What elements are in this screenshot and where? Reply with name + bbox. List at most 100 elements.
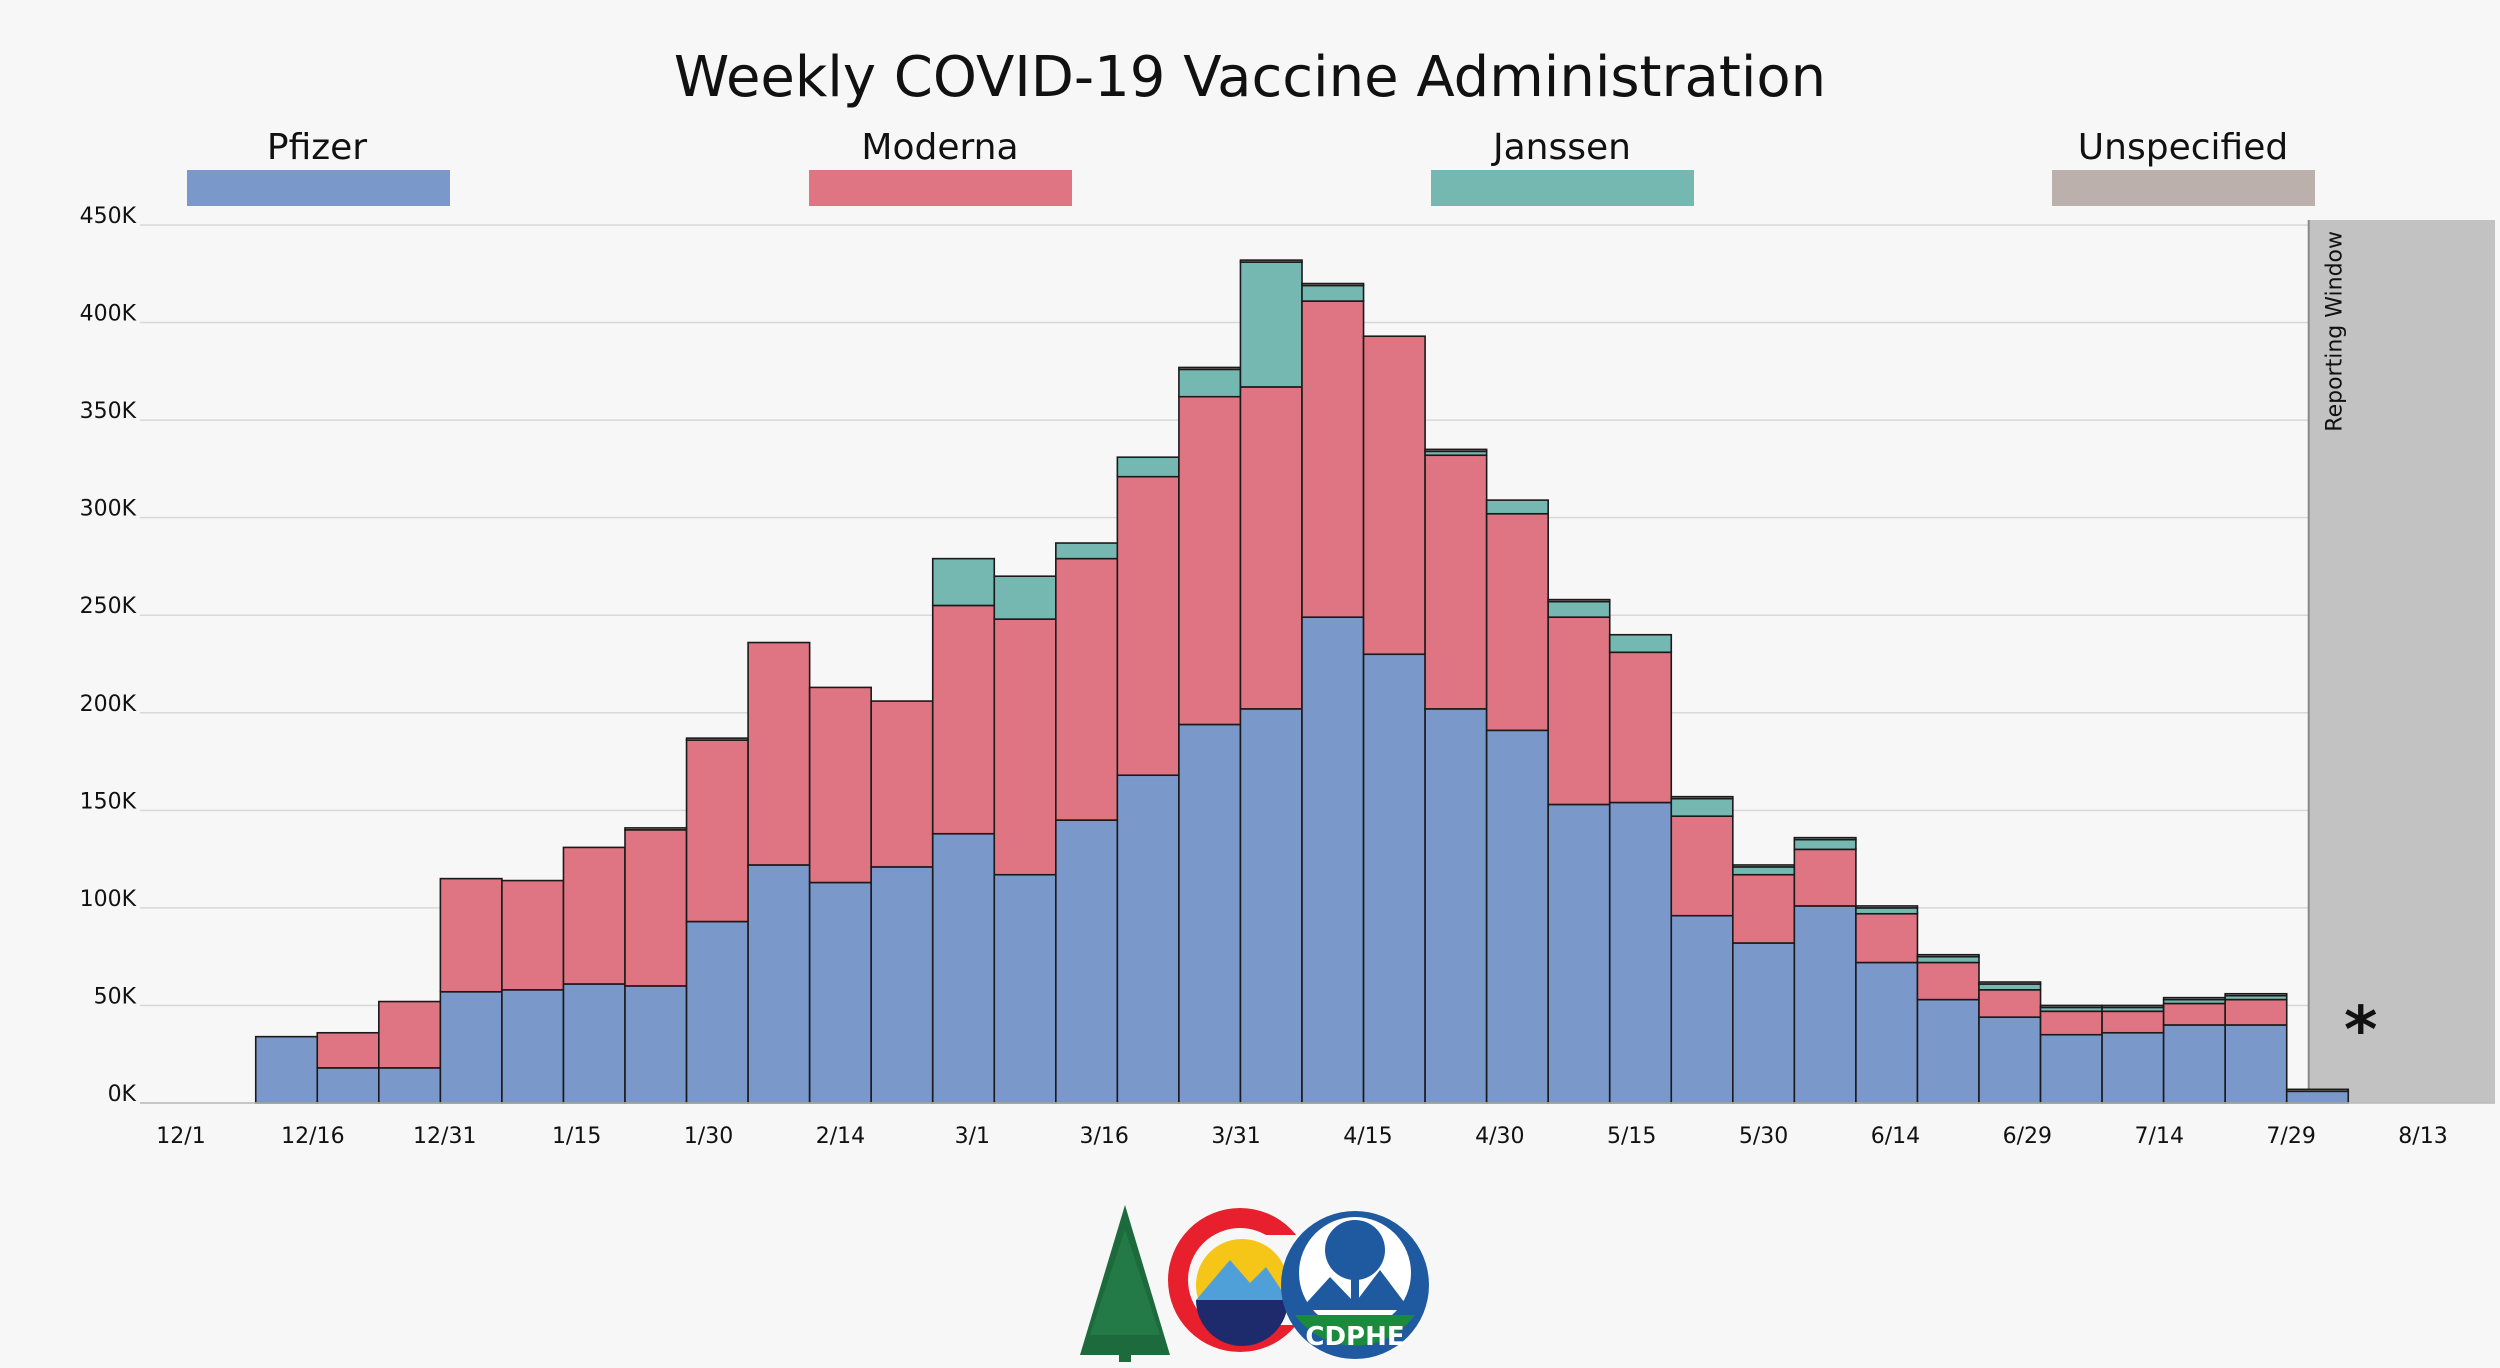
bar-segment-janssen	[1547, 600, 1611, 618]
bar-segment-moderna	[624, 829, 688, 987]
bar-segment-pfizer	[993, 873, 1057, 1104]
bar-segment-unspecified	[1239, 259, 1303, 263]
bar-segment-janssen	[1732, 866, 1796, 876]
x-tick-label: 3/31	[1211, 1124, 1260, 1149]
bar-segment-pfizer	[1424, 708, 1488, 1104]
x-tick-label: 12/16	[281, 1124, 344, 1149]
bar-segment-moderna	[562, 846, 626, 985]
bar-segment-moderna	[1547, 616, 1611, 806]
bar-segment-moderna	[870, 700, 934, 868]
bar-segment-pfizer	[1116, 774, 1180, 1104]
legend-swatch-moderna	[809, 170, 1072, 206]
bar-segment-moderna	[1732, 873, 1796, 944]
bar-segment-moderna	[1485, 512, 1549, 732]
bar-segment-unspecified	[1916, 953, 1980, 958]
bar-segment-moderna	[1362, 335, 1426, 656]
bar-segment-pfizer	[254, 1035, 319, 1104]
bar-segment-janssen	[993, 575, 1057, 620]
bar-segment-moderna	[1978, 989, 2042, 1018]
bar-segment-janssen	[1239, 261, 1303, 388]
legend-item-pfizer: Pfizer	[187, 127, 450, 206]
bar-segment-moderna	[808, 686, 872, 884]
bar-segment-pfizer	[1608, 801, 1673, 1104]
bar-segment-pfizer	[870, 866, 934, 1104]
bar-segment-janssen	[1916, 955, 1980, 964]
y-tick-label: 50K	[94, 984, 137, 1009]
bar-segment-moderna	[1055, 557, 1119, 821]
bar-segment-unspecified	[1178, 366, 1242, 371]
y-tick-label: 400K	[80, 302, 137, 327]
bar-segment-unspecified	[1855, 905, 1919, 909]
reporting-window-shade	[2308, 220, 2495, 1103]
bar-segment-janssen	[1793, 838, 1857, 851]
bar-segment-pfizer	[1239, 708, 1303, 1104]
bar-segment-unspecified	[1670, 795, 1734, 800]
legend-item-unspecified: Unspecified	[2052, 127, 2315, 206]
bar-segment-janssen	[1670, 797, 1734, 817]
y-tick-label: 450K	[80, 204, 137, 229]
bar-segment-pfizer	[2039, 1033, 2103, 1104]
bar-segment-moderna	[2101, 1010, 2165, 1034]
y-tick-label: 350K	[80, 399, 137, 424]
bar-segment-moderna	[501, 879, 565, 991]
x-tick-label: 7/14	[2135, 1124, 2184, 1149]
bar-segment-pfizer	[316, 1067, 380, 1104]
bar-segment-moderna	[1855, 912, 1919, 964]
x-tick-label: 4/30	[1475, 1124, 1524, 1149]
y-tick-label: 0K	[108, 1082, 137, 1107]
bar-segment-unspecified	[685, 737, 749, 741]
bar-segment-pfizer	[2101, 1031, 2165, 1104]
bar-segment-moderna	[1178, 395, 1242, 726]
bar-segment-pfizer	[685, 920, 749, 1104]
bar-segment-pfizer	[562, 983, 626, 1104]
bar-segment-janssen	[931, 557, 996, 607]
bar-segment-moderna	[1116, 475, 1180, 777]
x-tick-label: 5/30	[1739, 1124, 1788, 1149]
bar-segment-janssen	[1978, 983, 2042, 991]
bar-segment-pfizer	[808, 881, 872, 1104]
bar-segment-moderna	[1793, 848, 1857, 907]
reporting-window-asterisk: *	[2344, 994, 2377, 1068]
bar-segment-pfizer	[1855, 961, 1919, 1104]
bar-segment-janssen	[1055, 542, 1119, 560]
x-tick-label: 6/14	[1871, 1124, 1920, 1149]
bar-segment-pfizer	[1793, 905, 1857, 1104]
bar-segment-pfizer	[1362, 653, 1426, 1104]
bar-segment-unspecified	[1547, 598, 1611, 603]
bar-segment-moderna	[931, 604, 996, 835]
bar-segment-pfizer	[1732, 942, 1796, 1104]
bar-segment-janssen	[1178, 368, 1242, 398]
bar-segment-moderna	[2039, 1010, 2103, 1036]
x-tick-label: 4/15	[1343, 1124, 1392, 1149]
bar-segment-moderna	[1670, 815, 1734, 917]
bar-segment-pfizer	[624, 985, 688, 1104]
bar-segment-unspecified	[1793, 836, 1857, 841]
bar-segment-unspecified	[2101, 1004, 2165, 1009]
reporting-window-label: Reporting Window	[2323, 231, 2348, 432]
bar-segment-pfizer	[1547, 803, 1611, 1104]
bar-segment-janssen	[1855, 907, 1919, 915]
y-tick-label: 250K	[80, 594, 137, 619]
bar-segment-pfizer	[439, 990, 503, 1104]
bar-segment-moderna	[2224, 998, 2288, 1026]
bar-segment-moderna	[1608, 651, 1673, 804]
bar-segment-unspecified	[2162, 996, 2226, 1001]
legend-item-janssen: Janssen	[1431, 127, 1694, 206]
bar-segment-moderna	[1301, 300, 1365, 618]
bar-segment-moderna	[685, 739, 749, 923]
legend-label-pfizer: Pfizer	[267, 127, 367, 168]
bar-segment-pfizer	[1916, 998, 1980, 1104]
bar-segment-moderna	[316, 1031, 380, 1069]
legend-label-unspecified: Unspecified	[2078, 127, 2288, 168]
x-tick-label: 1/30	[684, 1124, 733, 1149]
x-tick-label: 3/1	[955, 1124, 990, 1149]
bar-segment-moderna	[2162, 1002, 2226, 1026]
x-tick-label: 6/29	[2003, 1124, 2052, 1149]
bar-segment-pfizer	[1301, 616, 1365, 1104]
bar-segment-pfizer	[747, 864, 811, 1104]
bar-segment-unspecified	[1424, 448, 1488, 453]
colorado-logo-icon	[1080, 1205, 1330, 1362]
bar-segment-janssen	[1301, 284, 1365, 302]
legend-label-moderna: Moderna	[861, 127, 1018, 168]
